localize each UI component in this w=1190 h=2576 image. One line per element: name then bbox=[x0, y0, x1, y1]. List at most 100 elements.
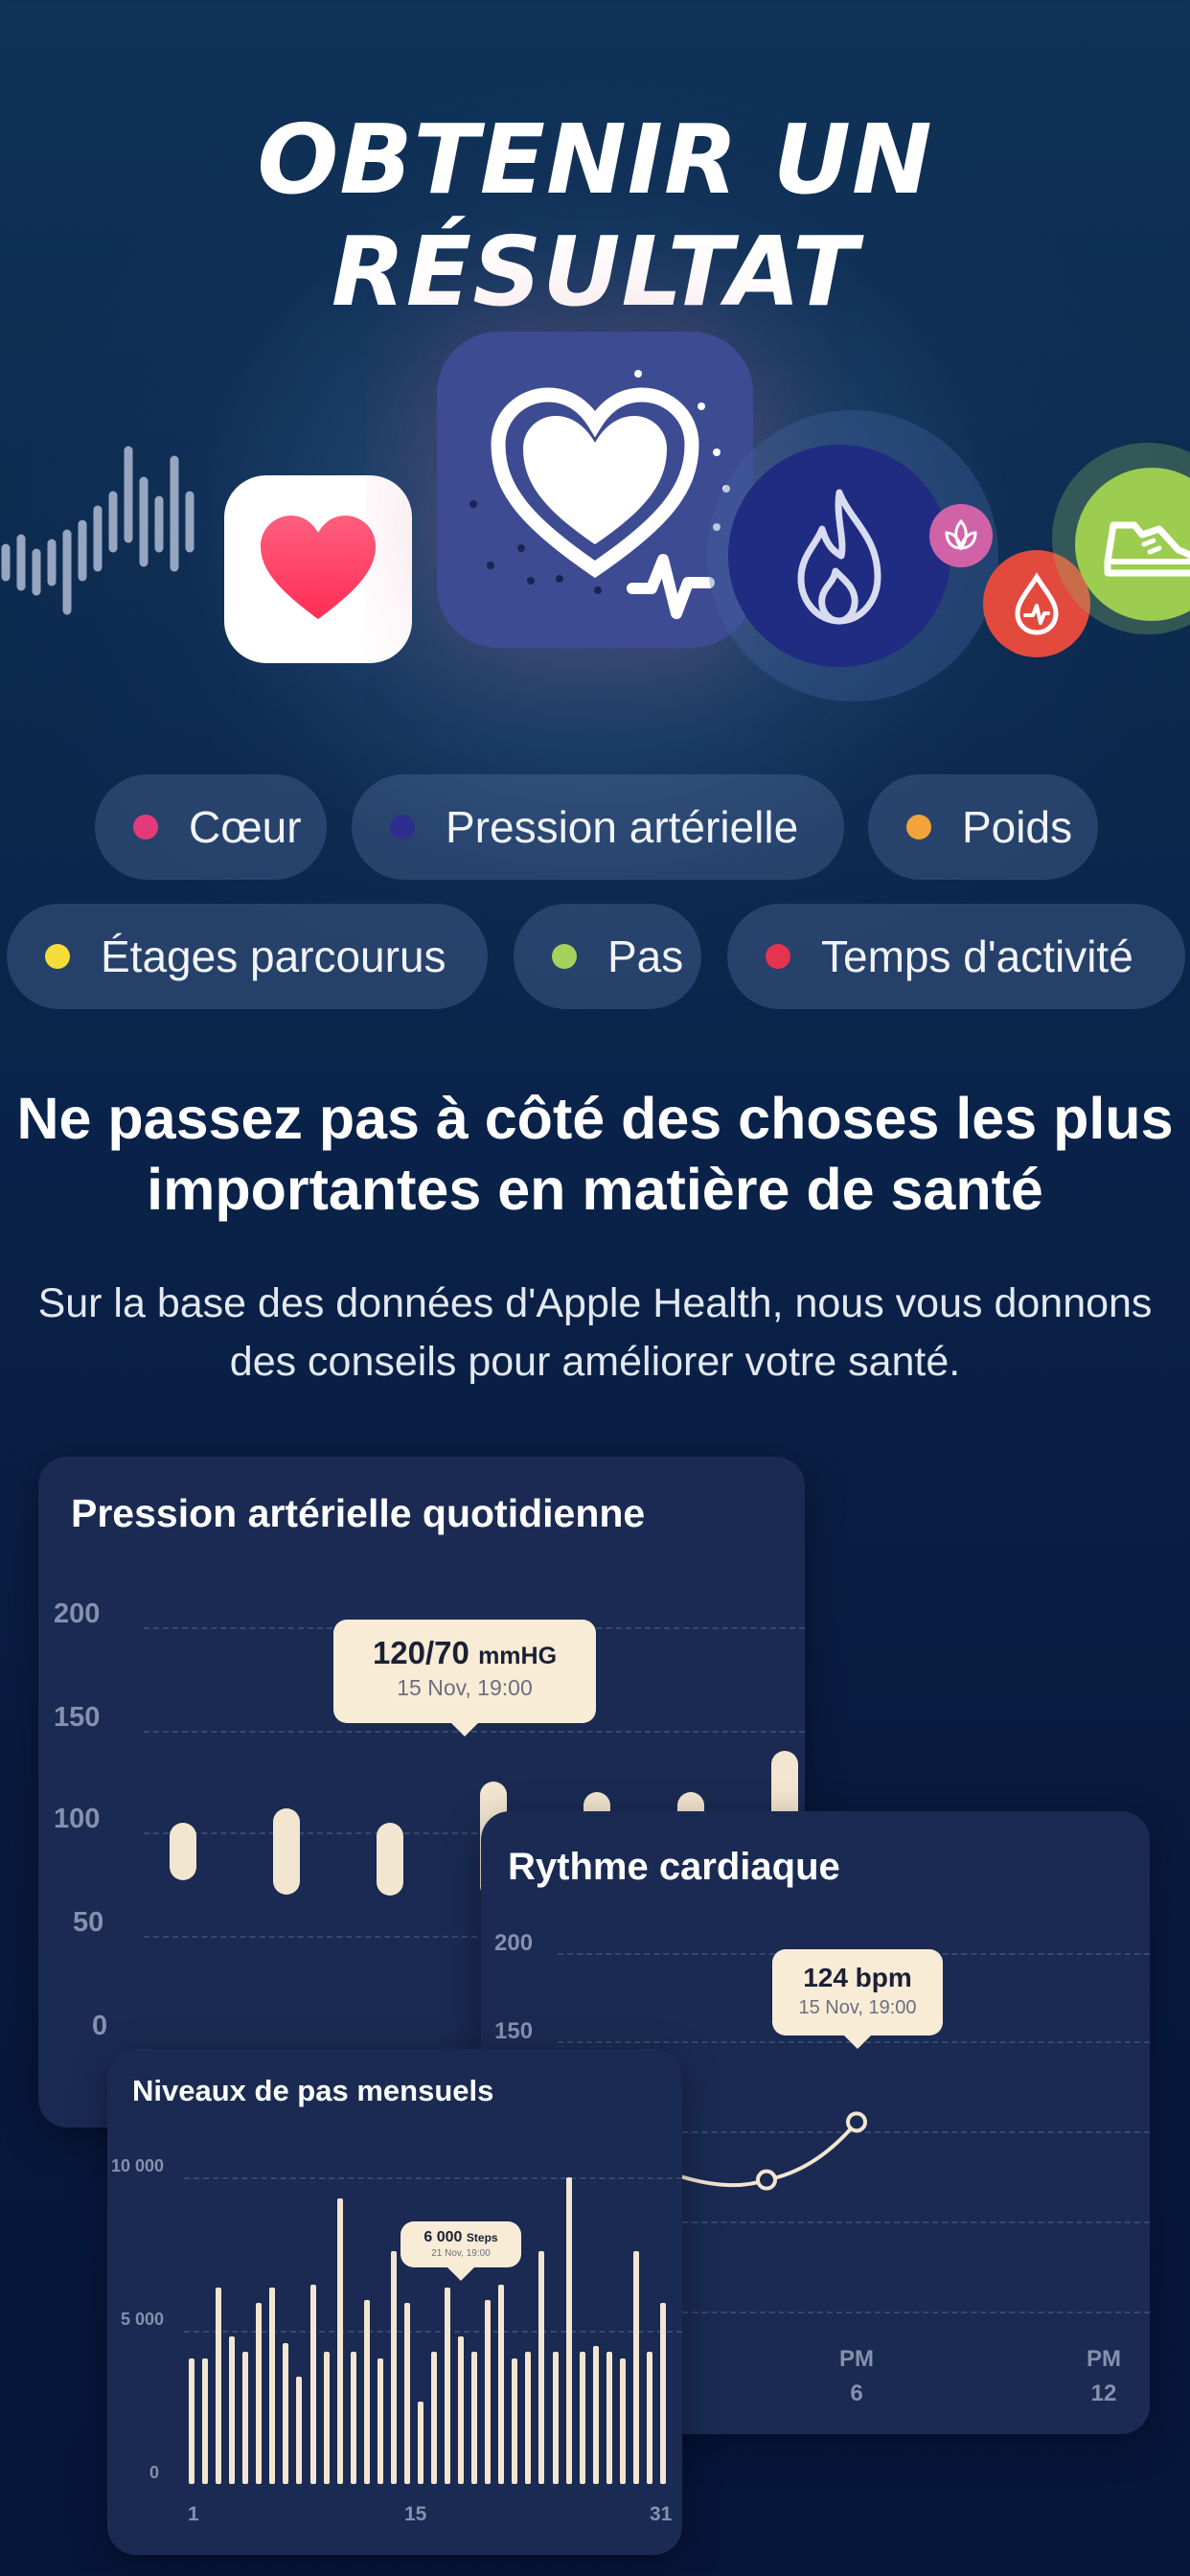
chip-dot bbox=[45, 944, 70, 969]
step-bar bbox=[350, 2352, 356, 2484]
y-tick: 5 000 bbox=[121, 2310, 165, 2329]
chip-poids[interactable]: Poids bbox=[868, 774, 1098, 880]
bp-bar bbox=[170, 1823, 196, 1881]
step-bar bbox=[646, 2352, 652, 2484]
running-shoe-icon bbox=[1104, 521, 1190, 577]
bp-tooltip: 120/70 mmHG 15 Nov, 19:00 bbox=[333, 1620, 596, 1736]
bp-bar bbox=[273, 1808, 300, 1896]
heart-pulse-icon bbox=[469, 370, 730, 619]
grid-line bbox=[558, 2312, 1150, 2313]
y-tick: 150 bbox=[494, 2018, 534, 2044]
calories-icon-circle bbox=[728, 445, 950, 667]
step-bar bbox=[229, 2336, 236, 2484]
y-tick: 10 000 bbox=[111, 2156, 165, 2175]
grid-line bbox=[558, 2221, 1150, 2223]
y-tick: 200 bbox=[494, 1930, 534, 1956]
chip-dot bbox=[906, 815, 931, 840]
step-bar bbox=[606, 2352, 612, 2484]
x-tick: PM 6 bbox=[828, 2346, 885, 2407]
tooltip-value: 120/70 bbox=[372, 1635, 469, 1670]
step-bar bbox=[592, 2346, 599, 2484]
step-bar bbox=[323, 2352, 330, 2484]
x-tick: PM 12 bbox=[1075, 2346, 1133, 2407]
x-tick-bottom: 6 bbox=[850, 2380, 863, 2406]
x-tick: 15 bbox=[404, 2503, 427, 2525]
chip-dot bbox=[390, 815, 415, 840]
x-tick: 1 bbox=[188, 2503, 199, 2525]
step-bar bbox=[538, 2250, 545, 2484]
y-tick: 150 bbox=[54, 1702, 101, 1733]
grid-line bbox=[184, 2177, 682, 2179]
step-bar bbox=[445, 2288, 451, 2484]
step-bar bbox=[565, 2177, 572, 2484]
step-bar bbox=[498, 2285, 505, 2484]
chip-dot bbox=[133, 815, 158, 840]
chip-label: Étages parcourus bbox=[101, 932, 446, 981]
step-bar bbox=[363, 2300, 370, 2484]
grid-line bbox=[144, 1832, 805, 1834]
chip-coeur[interactable]: Cœur bbox=[95, 774, 327, 880]
chip-dot bbox=[766, 944, 790, 969]
bp-bar bbox=[377, 1823, 403, 1896]
y-tick: 100 bbox=[54, 1804, 101, 1834]
chip-pression-arterielle[interactable]: Pression artérielle bbox=[352, 774, 844, 880]
step-bar bbox=[417, 2401, 423, 2484]
y-tick: 50 bbox=[73, 1907, 104, 1938]
step-bar bbox=[458, 2336, 465, 2484]
step-bar bbox=[431, 2352, 438, 2484]
step-bar bbox=[377, 2358, 383, 2484]
step-bar bbox=[619, 2358, 626, 2484]
step-bar bbox=[189, 2358, 195, 2484]
step-bar bbox=[512, 2358, 518, 2484]
apple-health-heart-icon bbox=[261, 516, 376, 619]
blood-glucose-icon-circle bbox=[983, 550, 1090, 657]
tooltip-date: 15 Nov, 19:00 bbox=[798, 1997, 917, 2018]
y-tick: 0 bbox=[92, 2011, 108, 2041]
x-tick-top: PM bbox=[1087, 2346, 1121, 2372]
y-tick: 0 bbox=[149, 2463, 160, 2482]
chip-label: Pas bbox=[607, 932, 684, 981]
steps-icon-circle bbox=[1075, 468, 1190, 621]
card-title: Niveaux de pas mensuels bbox=[132, 2074, 494, 2107]
steps-tooltip: 6 000 Steps 21 Nov, 19:00 bbox=[400, 2221, 521, 2281]
card-title: Pression artérielle quotidienne bbox=[71, 1491, 646, 1535]
step-bar bbox=[485, 2300, 492, 2484]
chip-etages-parcourus[interactable]: Étages parcourus bbox=[7, 904, 488, 1009]
tooltip-date: 21 Nov, 19:00 bbox=[431, 2248, 491, 2259]
step-bar bbox=[579, 2352, 585, 2484]
step-bar bbox=[390, 2250, 397, 2484]
chip-temps-activite[interactable]: Temps d'activité bbox=[727, 904, 1185, 1009]
mindfulness-icon-circle bbox=[929, 504, 993, 567]
step-bar bbox=[660, 2303, 666, 2484]
step-bar bbox=[256, 2303, 263, 2484]
data-point bbox=[846, 2111, 867, 2133]
chip-label: Temps d'activité bbox=[821, 932, 1133, 981]
tooltip-unit: mmHG bbox=[478, 1643, 558, 1669]
lead-paragraph: Sur la base des données d'Apple Health, … bbox=[37, 1280, 1153, 1385]
x-tick-top: PM bbox=[839, 2346, 874, 2372]
flame-icon bbox=[797, 489, 881, 625]
grid-line bbox=[184, 2331, 682, 2333]
step-bar bbox=[296, 2377, 303, 2484]
step-bar bbox=[336, 2198, 343, 2484]
x-tick: 31 bbox=[650, 2503, 673, 2525]
chip-label: Poids bbox=[962, 802, 1073, 852]
chip-pas[interactable]: Pas bbox=[514, 904, 701, 1009]
step-bar bbox=[471, 2352, 478, 2484]
step-bar bbox=[525, 2352, 532, 2484]
waveform-icon bbox=[1, 446, 195, 615]
tooltip-date: 15 Nov, 19:00 bbox=[397, 1675, 533, 1700]
step-bar bbox=[283, 2342, 289, 2484]
tooltip-value: 124 bpm bbox=[803, 1963, 912, 1992]
step-bar bbox=[632, 2250, 639, 2484]
step-bar bbox=[216, 2288, 222, 2484]
step-bar bbox=[552, 2352, 559, 2484]
subheadline: Ne passez pas à côté des choses les plus… bbox=[16, 1086, 1174, 1222]
hr-tooltip: 124 bpm 15 Nov, 19:00 bbox=[772, 1949, 943, 2049]
lotus-icon bbox=[945, 518, 977, 551]
blood-drop-icon bbox=[1015, 572, 1059, 635]
apple-health-app-icon bbox=[224, 475, 412, 663]
x-tick-bottom: 12 bbox=[1090, 2380, 1117, 2406]
step-bar bbox=[202, 2358, 209, 2484]
